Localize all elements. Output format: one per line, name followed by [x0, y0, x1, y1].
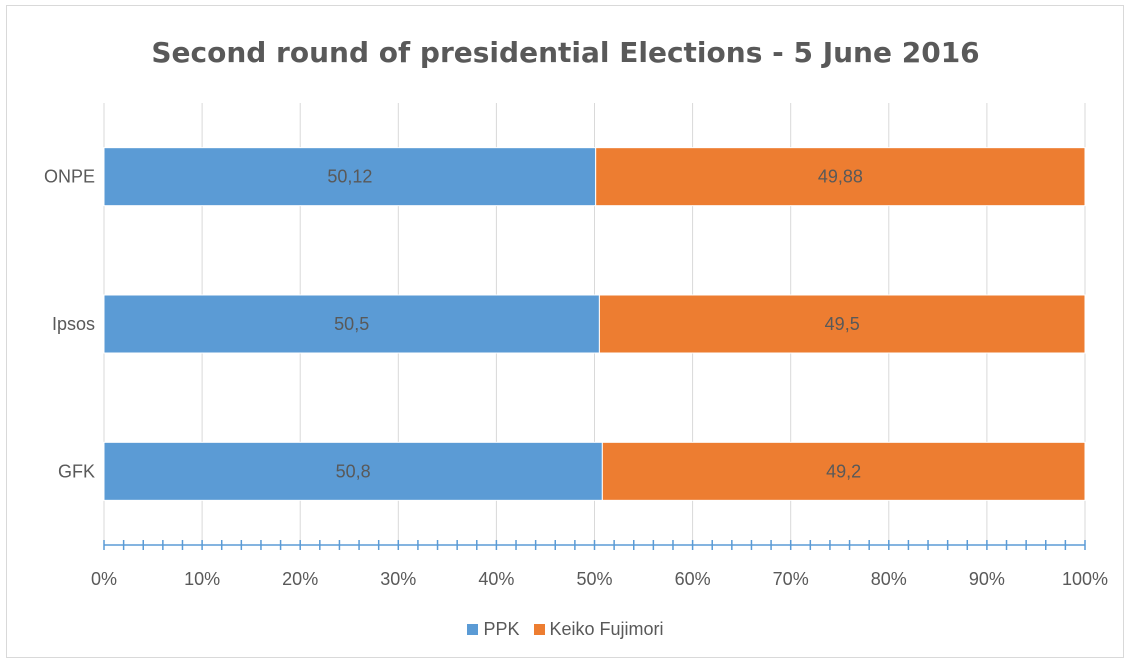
- data-label-keiko-fujimori-gfk: 49,2: [826, 461, 861, 481]
- data-label-keiko-fujimori-ipsos: 49,5: [825, 314, 860, 334]
- category-label-onpe: ONPE: [44, 167, 95, 187]
- legend-label-ppk: PPK: [483, 619, 520, 639]
- data-label-keiko-fujimori-onpe: 49,88: [818, 167, 863, 187]
- x-tick-label: 30%: [380, 569, 416, 589]
- legend-item-ppk: PPK: [467, 619, 520, 640]
- category-label-ipsos: Ipsos: [52, 314, 95, 334]
- x-tick-label: 60%: [675, 569, 711, 589]
- bar-ppk-gfk: [103, 441, 603, 501]
- legend-swatch-keiko-fujimori: [533, 624, 545, 635]
- legend-swatch-ppk: [467, 624, 479, 635]
- x-tick-label: 0%: [91, 569, 117, 589]
- x-tick-label: 50%: [576, 569, 612, 589]
- legend-item-keiko-fujimori: Keiko Fujimori: [533, 619, 664, 640]
- bar-keiko-fujimori-onpe: [595, 147, 1086, 207]
- data-label-ppk-onpe: 50,12: [327, 167, 372, 187]
- category-label-gfk: GFK: [58, 461, 95, 481]
- data-label-ppk-ipsos: 50,5: [334, 314, 369, 334]
- x-tick-label: 90%: [969, 569, 1005, 589]
- bar-keiko-fujimori-ipsos: [598, 294, 1086, 354]
- legend-label-keiko-fujimori: Keiko Fujimori: [549, 619, 664, 639]
- x-tick-label: 80%: [871, 569, 907, 589]
- legend: PPK Keiko Fujimori: [0, 619, 1131, 640]
- x-tick-label: 10%: [184, 569, 220, 589]
- x-tick-label: 70%: [773, 569, 809, 589]
- x-tick-label: 20%: [282, 569, 318, 589]
- x-tick-label: 40%: [478, 569, 514, 589]
- bar-keiko-fujimori-gfk: [601, 441, 1086, 501]
- chart-title: Second round of presidential Elections -…: [151, 36, 980, 69]
- x-tick-label: 100%: [1062, 569, 1108, 589]
- data-label-ppk-gfk: 50,8: [336, 461, 371, 481]
